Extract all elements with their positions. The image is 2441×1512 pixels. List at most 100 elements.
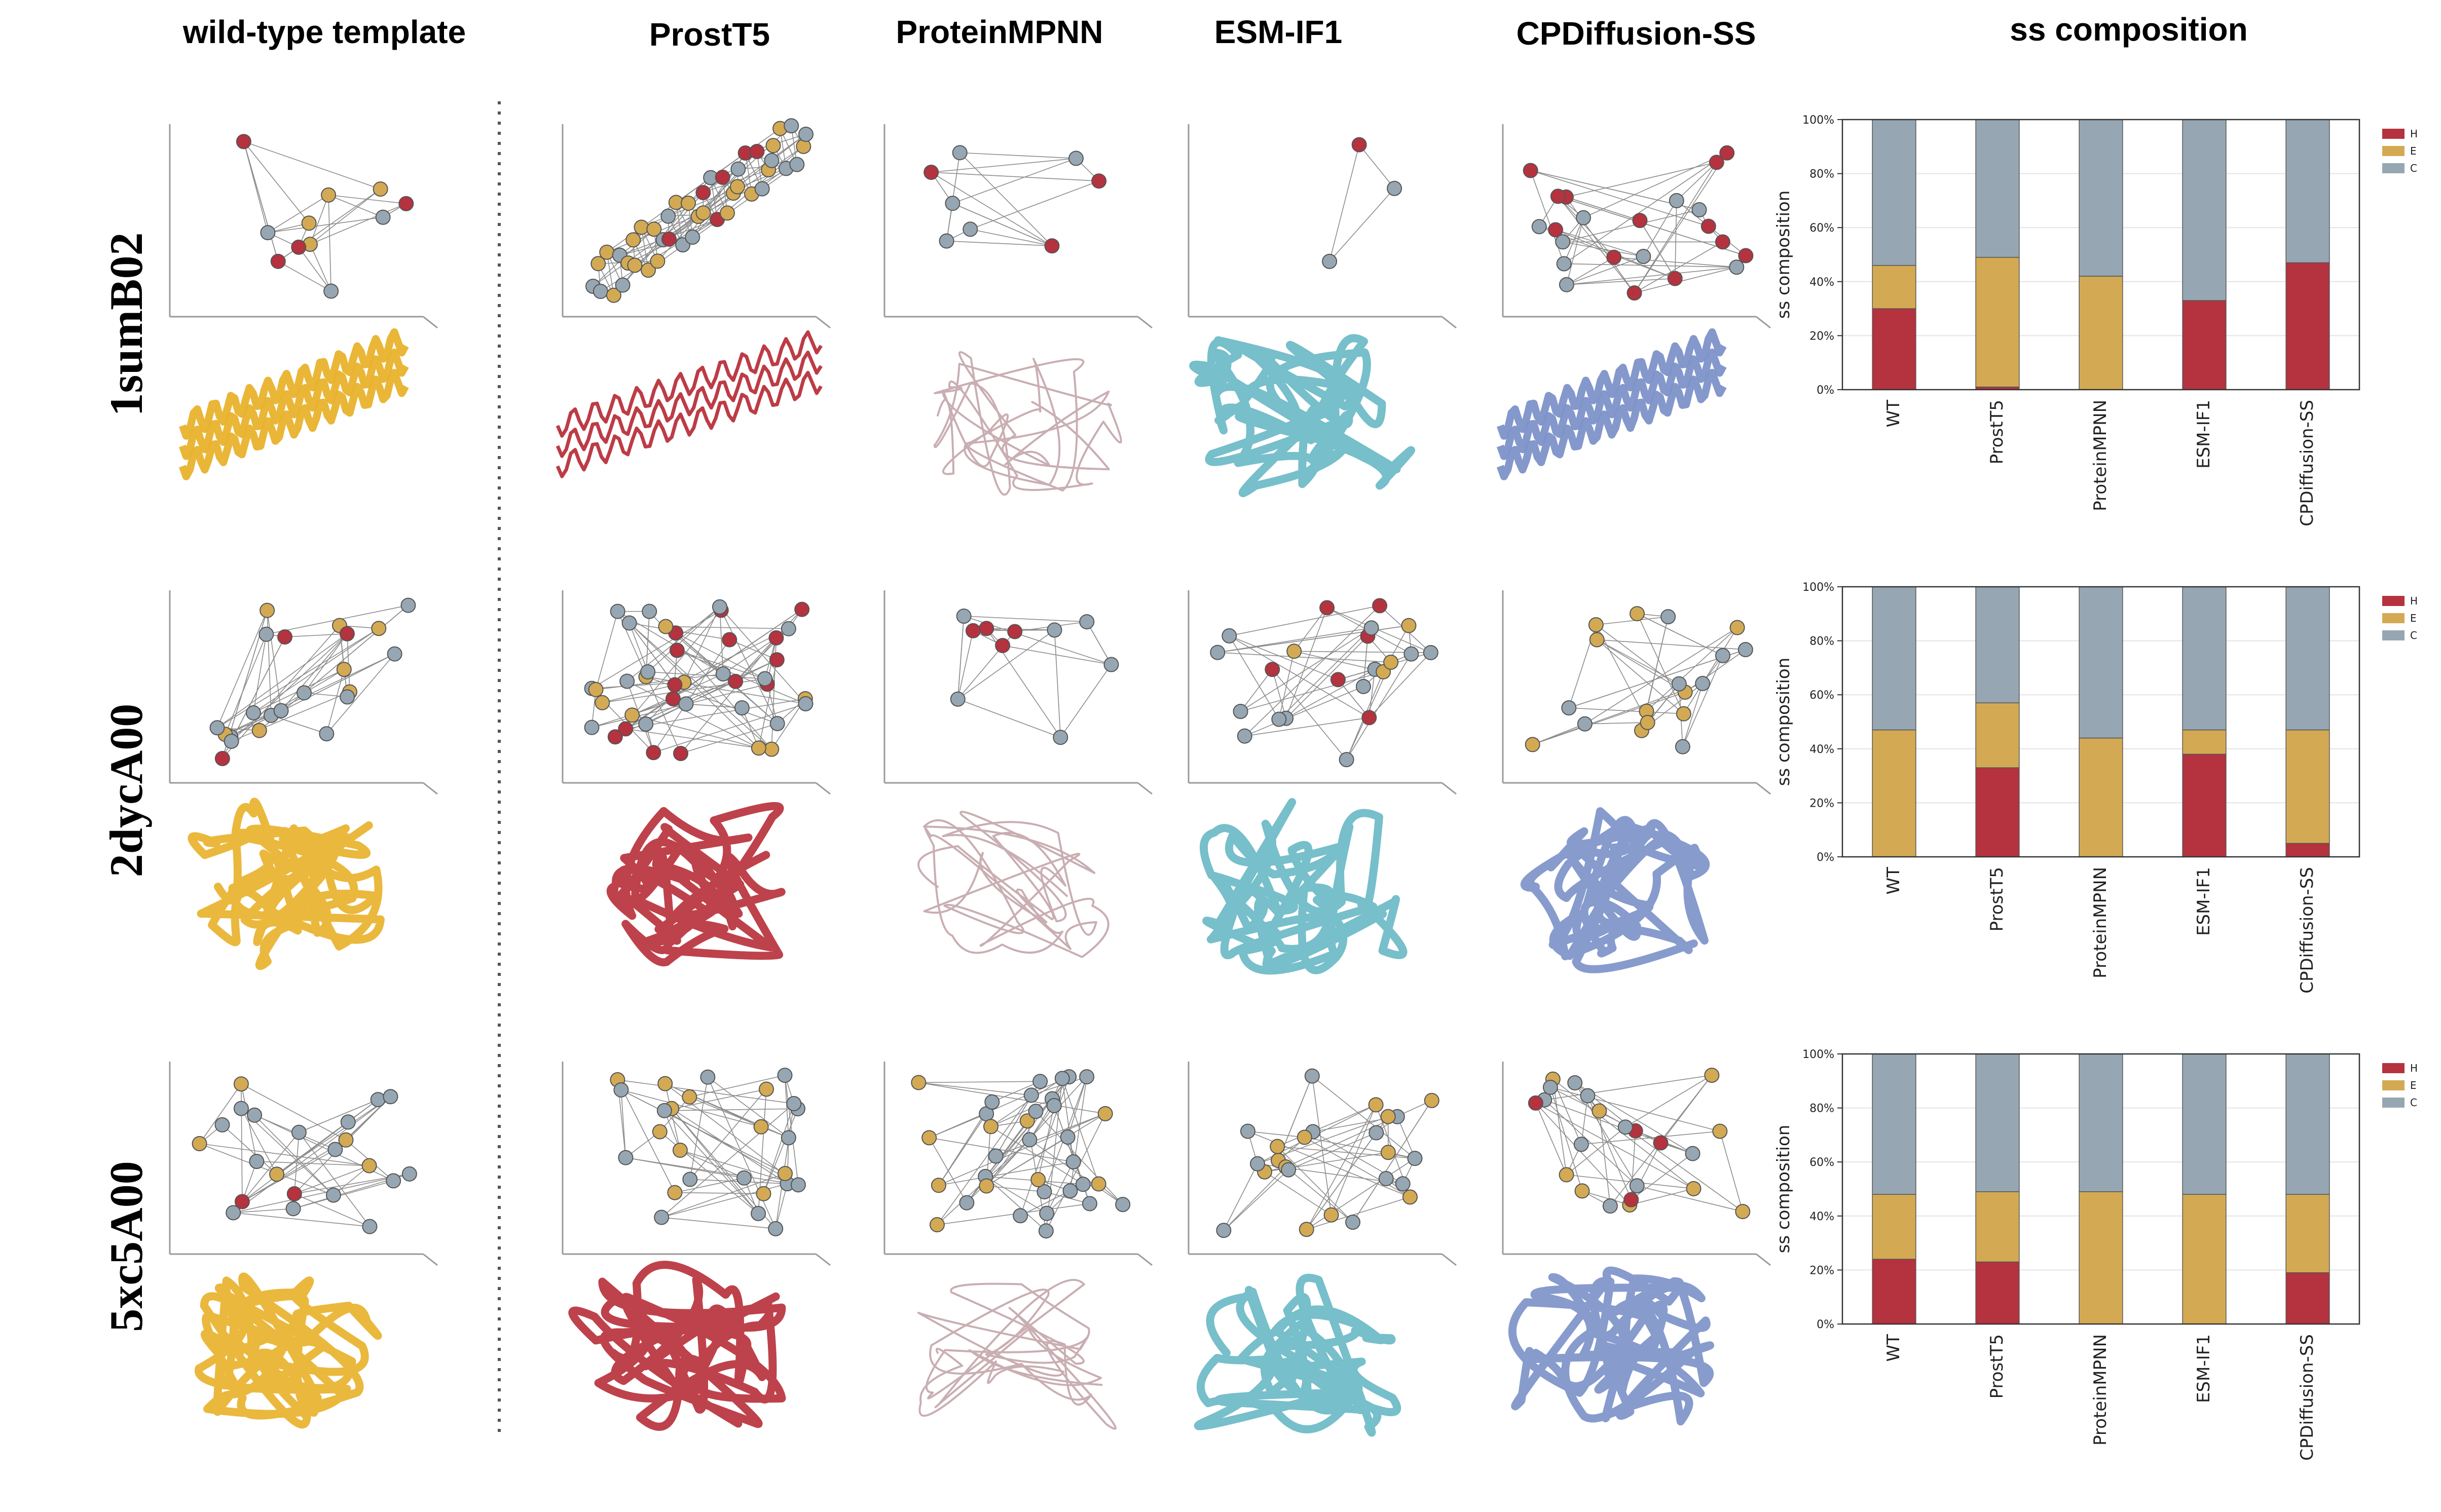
residue-node — [959, 1195, 975, 1211]
graph-edge — [241, 1108, 334, 1196]
residue-node — [373, 181, 388, 197]
graph-edge — [1535, 1103, 1694, 1189]
graph-edge — [959, 152, 1053, 246]
chart-x-tick-label: WT — [1883, 1334, 1904, 1362]
graph-edge — [276, 1099, 379, 1175]
residue-node — [251, 723, 267, 738]
bar-segment-E — [2079, 1191, 2123, 1325]
residue-node — [1423, 645, 1438, 660]
residue-node — [615, 277, 631, 293]
residue-node — [923, 165, 939, 180]
residue-node — [209, 720, 225, 736]
chart-y-tick-label: 100% — [1802, 1048, 1834, 1061]
graph-edge — [918, 1081, 1041, 1083]
graph-edge — [966, 1139, 1030, 1203]
residue-node — [224, 733, 239, 749]
residue-node — [730, 161, 746, 177]
graph-edge — [1240, 669, 1273, 712]
chart-frame — [1841, 586, 2360, 858]
bar-segment-E — [1975, 702, 2020, 768]
graph-edge — [1247, 1130, 1305, 1138]
graph-edge — [268, 216, 383, 233]
residue-node — [1729, 259, 1745, 275]
residue-node — [736, 1170, 752, 1186]
residue-node — [1299, 1222, 1314, 1237]
residue-node — [247, 1107, 263, 1123]
legend-swatch-E — [2382, 1080, 2405, 1090]
graph-edge — [937, 1094, 1032, 1225]
residue-node — [1691, 202, 1707, 218]
residue-node — [1700, 218, 1716, 234]
graph-edge — [1674, 200, 1677, 279]
residue-node — [1632, 213, 1648, 229]
residue-node — [1548, 222, 1564, 238]
graph-edge — [719, 607, 724, 674]
helix-ribbon — [1496, 328, 1727, 440]
residue-node — [1577, 716, 1593, 732]
chart-x-tick-label: WT — [1883, 400, 1904, 428]
graph-edge — [1555, 229, 1644, 257]
graph-edge — [256, 1161, 369, 1166]
residue-node — [1060, 1129, 1076, 1145]
residue-node — [1660, 609, 1676, 625]
bar-segment-H — [1872, 308, 1916, 390]
graph-edge — [1264, 1171, 1332, 1216]
graph-edge — [1558, 196, 1746, 256]
chart-y-tick-label: 100% — [1802, 581, 1834, 594]
graph-edge — [957, 698, 1061, 738]
legend-label-C: C — [2410, 1097, 2417, 1109]
graph-edge — [661, 1217, 776, 1229]
residue-node — [277, 629, 292, 645]
graph-edge — [284, 633, 347, 637]
graph-edge — [664, 1108, 798, 1111]
residue-node — [931, 1178, 946, 1193]
chart-x-tick-label: ProteinMPNN — [2090, 1334, 2111, 1446]
graph-edge — [1530, 170, 1565, 264]
graph-edge — [1564, 263, 1737, 268]
residue-node — [1589, 632, 1605, 648]
legend-swatch-C — [2382, 163, 2405, 173]
graph-edge — [225, 634, 267, 735]
graph-edge — [990, 1078, 1063, 1127]
residue-node — [730, 179, 746, 195]
residue-node — [1380, 1109, 1396, 1124]
residue-node — [1028, 1104, 1044, 1119]
graph-axis-depth — [1137, 316, 1153, 329]
residue-node — [921, 1130, 937, 1146]
graph-edge — [231, 691, 350, 742]
residue-node — [1729, 620, 1745, 635]
graph-edge — [233, 1212, 370, 1227]
graph-edge — [1329, 144, 1360, 262]
residue-node — [1383, 654, 1399, 670]
residue-node — [778, 1165, 793, 1181]
graph-edge — [1285, 636, 1369, 719]
residue-node — [340, 689, 355, 705]
residue-node — [273, 703, 289, 719]
residue-node — [1007, 624, 1023, 639]
residue-node — [233, 1101, 249, 1116]
bar-segment-E — [2079, 276, 2123, 390]
residue-node — [1395, 1176, 1411, 1192]
graph-edge — [299, 1099, 379, 1133]
graph-edge — [1597, 639, 1684, 714]
graph-edge — [1550, 1087, 1583, 1191]
bar-segment-E — [2182, 1194, 2227, 1325]
residue-node — [1039, 1205, 1055, 1221]
graph-edge — [1566, 1126, 1626, 1176]
residue-node — [336, 662, 352, 677]
residue-node — [638, 716, 654, 732]
residue-node — [1685, 1146, 1700, 1161]
graph-edge — [784, 1075, 789, 1138]
graph-axis-depth — [1441, 782, 1457, 795]
graph-edge — [1566, 256, 1644, 285]
residue-node — [1626, 285, 1642, 301]
graph-edge — [1002, 645, 1112, 665]
residue-node — [789, 157, 805, 172]
graph-edge — [1038, 1105, 1055, 1180]
residue-node — [340, 1114, 356, 1130]
residue-node — [1704, 1068, 1720, 1083]
chart-y-tick-label: 40% — [1809, 1211, 1834, 1223]
structure-cartoon-cpdiffusion-ss-1sumb02 — [1496, 328, 1727, 480]
graph-edge — [1359, 144, 1395, 189]
residue-node — [588, 682, 604, 697]
